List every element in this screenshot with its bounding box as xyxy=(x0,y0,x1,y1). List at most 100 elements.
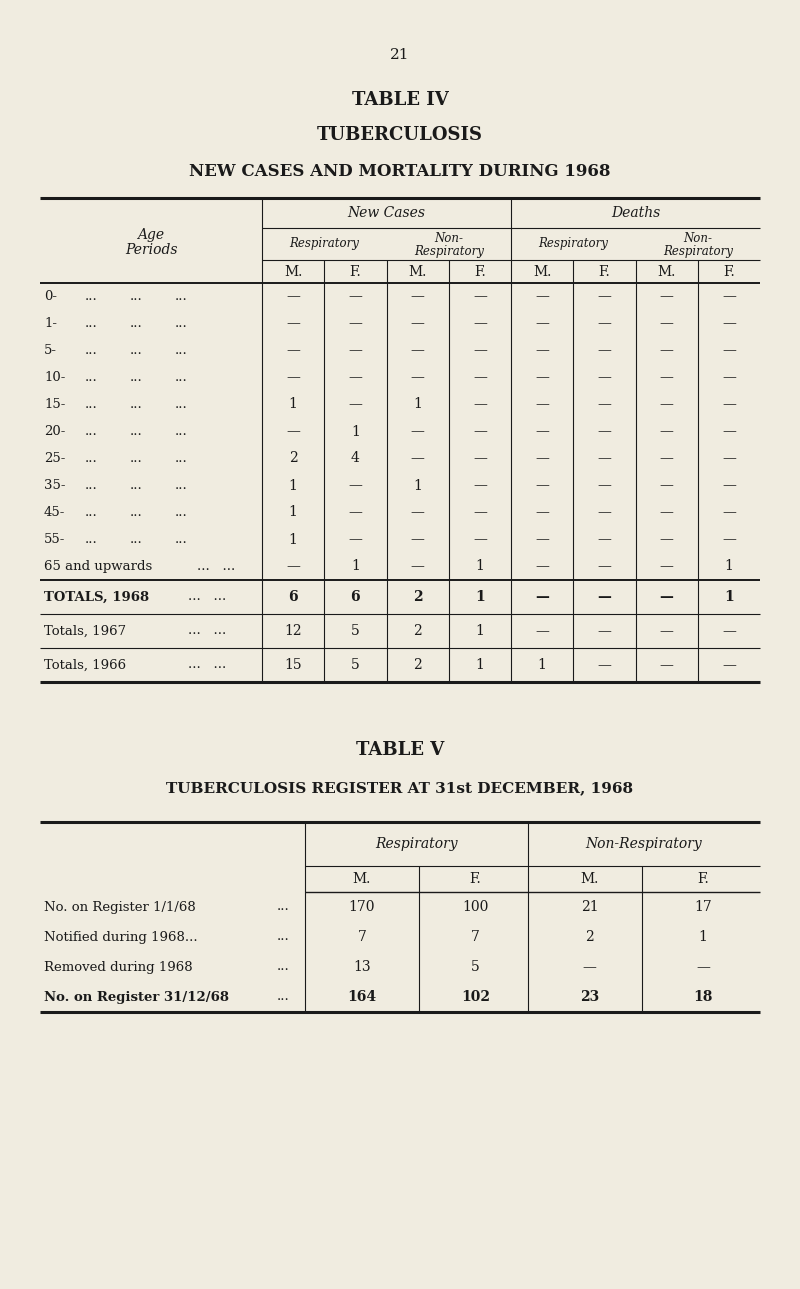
Text: Respiratory: Respiratory xyxy=(290,237,359,250)
Text: —: — xyxy=(660,590,674,605)
Text: ...: ... xyxy=(130,507,142,519)
Text: ...   ...: ... ... xyxy=(188,659,226,672)
Text: New Cases: New Cases xyxy=(347,206,426,220)
Text: —: — xyxy=(598,290,611,303)
Text: ...: ... xyxy=(85,532,98,547)
Text: —: — xyxy=(722,624,736,638)
Text: 1: 1 xyxy=(289,397,298,411)
Text: —: — xyxy=(410,424,425,438)
Text: 1: 1 xyxy=(289,505,298,519)
Text: ...: ... xyxy=(175,532,188,547)
Text: ...: ... xyxy=(175,344,188,357)
Text: ...: ... xyxy=(85,344,98,357)
Text: 102: 102 xyxy=(461,990,490,1004)
Text: ...: ... xyxy=(130,398,142,411)
Text: —: — xyxy=(349,290,362,303)
Text: ...: ... xyxy=(85,317,98,330)
Text: —: — xyxy=(722,290,736,303)
Text: —: — xyxy=(286,559,300,574)
Text: —: — xyxy=(349,478,362,492)
Text: 100: 100 xyxy=(462,900,489,914)
Text: ...: ... xyxy=(277,990,290,1004)
Text: Deaths: Deaths xyxy=(611,206,660,220)
Text: Non-: Non- xyxy=(683,232,712,245)
Text: 170: 170 xyxy=(349,900,375,914)
Text: 1: 1 xyxy=(725,559,734,574)
Text: 5-: 5- xyxy=(44,344,57,357)
Text: —: — xyxy=(660,657,674,672)
Text: 1: 1 xyxy=(351,559,360,574)
Text: —: — xyxy=(410,290,425,303)
Text: 25-: 25- xyxy=(44,452,66,465)
Text: Totals, 1966: Totals, 1966 xyxy=(44,659,126,672)
Text: —: — xyxy=(473,532,487,547)
Text: NEW CASES AND MORTALITY DURING 1968: NEW CASES AND MORTALITY DURING 1968 xyxy=(190,164,610,180)
Text: —: — xyxy=(535,590,549,605)
Text: M.: M. xyxy=(580,871,598,886)
Text: ...: ... xyxy=(175,425,188,438)
Text: —: — xyxy=(598,478,611,492)
Text: —: — xyxy=(598,343,611,357)
Text: —: — xyxy=(535,397,549,411)
Text: ...: ... xyxy=(175,452,188,465)
Text: 18: 18 xyxy=(694,990,713,1004)
Text: —: — xyxy=(722,424,736,438)
Text: No. on Register 31/12/68: No. on Register 31/12/68 xyxy=(44,990,229,1004)
Text: —: — xyxy=(535,559,549,574)
Text: ...: ... xyxy=(85,398,98,411)
Text: —: — xyxy=(696,960,710,974)
Text: ...   ...: ... ... xyxy=(188,590,226,603)
Text: ...: ... xyxy=(85,480,98,492)
Text: —: — xyxy=(660,532,674,547)
Text: 1: 1 xyxy=(475,590,485,605)
Text: 1: 1 xyxy=(475,624,484,638)
Text: 1: 1 xyxy=(538,657,546,672)
Text: —: — xyxy=(410,343,425,357)
Text: Age: Age xyxy=(138,227,165,241)
Text: ...: ... xyxy=(85,425,98,438)
Text: 1-: 1- xyxy=(44,317,57,330)
Text: 1: 1 xyxy=(475,657,484,672)
Text: ...: ... xyxy=(130,290,142,303)
Text: 1: 1 xyxy=(413,397,422,411)
Text: F.: F. xyxy=(474,264,486,278)
Text: 35-: 35- xyxy=(44,480,66,492)
Text: —: — xyxy=(722,370,736,384)
Text: —: — xyxy=(410,532,425,547)
Text: —: — xyxy=(349,317,362,330)
Text: —: — xyxy=(582,960,596,974)
Text: —: — xyxy=(722,505,736,519)
Text: —: — xyxy=(473,343,487,357)
Text: —: — xyxy=(660,424,674,438)
Text: TOTALS, 1968: TOTALS, 1968 xyxy=(44,590,149,603)
Text: —: — xyxy=(722,343,736,357)
Text: —: — xyxy=(660,343,674,357)
Text: ...   ...: ... ... xyxy=(197,559,235,574)
Text: —: — xyxy=(660,397,674,411)
Text: 7: 7 xyxy=(471,929,480,944)
Text: 2: 2 xyxy=(289,451,298,465)
Text: TUBERCULOSIS: TUBERCULOSIS xyxy=(317,126,483,144)
Text: ...: ... xyxy=(175,317,188,330)
Text: —: — xyxy=(535,290,549,303)
Text: 164: 164 xyxy=(347,990,377,1004)
Text: —: — xyxy=(535,451,549,465)
Text: 0-: 0- xyxy=(44,290,57,303)
Text: No. on Register 1/1/68: No. on Register 1/1/68 xyxy=(44,901,196,914)
Text: ...: ... xyxy=(130,371,142,384)
Text: 2: 2 xyxy=(414,624,422,638)
Text: F.: F. xyxy=(350,264,362,278)
Text: F.: F. xyxy=(723,264,734,278)
Text: —: — xyxy=(286,343,300,357)
Text: —: — xyxy=(722,397,736,411)
Text: M.: M. xyxy=(284,264,302,278)
Text: M.: M. xyxy=(533,264,551,278)
Text: —: — xyxy=(660,290,674,303)
Text: TABLE V: TABLE V xyxy=(356,741,444,759)
Text: —: — xyxy=(722,657,736,672)
Text: 6: 6 xyxy=(288,590,298,605)
Text: —: — xyxy=(349,370,362,384)
Text: —: — xyxy=(535,624,549,638)
Text: ...: ... xyxy=(277,931,290,944)
Text: —: — xyxy=(286,424,300,438)
